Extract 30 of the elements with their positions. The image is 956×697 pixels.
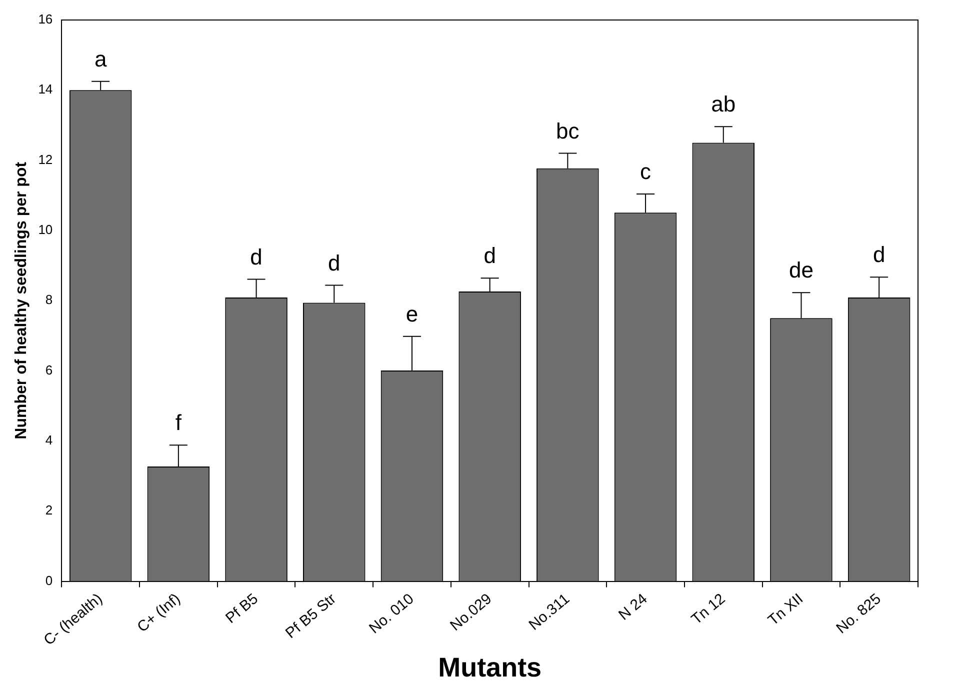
y-tick-label: 10 <box>38 222 53 238</box>
x-tick-label: N 24 <box>616 590 651 624</box>
x-tick-label: Pf B5 <box>222 590 262 627</box>
y-tick-label: 12 <box>38 152 53 167</box>
x-axis-title: Mutants <box>438 652 542 682</box>
y-tick-label: 6 <box>45 362 53 378</box>
annotation: c <box>640 159 652 184</box>
y-tick-label: 4 <box>45 432 53 448</box>
y-axis-title: Number of healthy seedlings per pot <box>13 161 30 440</box>
annotation: e <box>406 301 418 326</box>
x-tick-label: C+ (Inf) <box>134 590 184 636</box>
annotation: d <box>328 250 340 276</box>
x-tick-label: Tn XII <box>764 590 806 630</box>
annotation: bc <box>556 118 580 144</box>
x-tick-label: No. 825 <box>833 590 884 638</box>
annotation: d <box>250 244 262 270</box>
annotation: de <box>788 258 814 283</box>
x-tick-label: Tn 12 <box>688 590 729 628</box>
y-tick-label: 2 <box>45 502 53 518</box>
annotation: d <box>484 243 496 268</box>
x-tick-label: Pf B5 Str <box>282 590 340 642</box>
annotation: ab <box>711 92 736 117</box>
y-tick-label: 14 <box>38 82 53 97</box>
y-tick-label: 8 <box>45 292 53 308</box>
y-tick-label: 0 <box>45 572 53 588</box>
annotation: d <box>872 242 886 268</box>
x-tick-label: No. 010 <box>366 590 418 638</box>
annotation: f <box>175 410 182 436</box>
y-tick-label: 16 <box>38 12 53 27</box>
annotation: a <box>94 46 108 72</box>
